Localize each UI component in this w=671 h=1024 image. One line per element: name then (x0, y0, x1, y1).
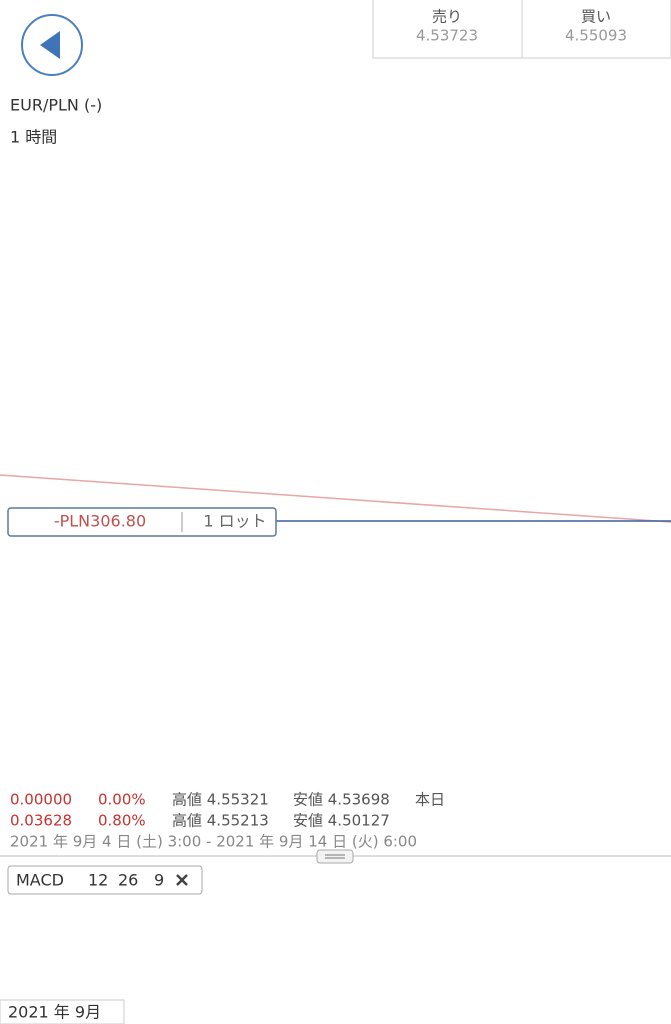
change: 0.03628 (10, 812, 72, 830)
date-box (0, 999, 125, 1024)
timeframe: 1 時間 (10, 128, 57, 147)
macd-param: 26 (118, 871, 138, 890)
high: 高値 4.55213 (172, 812, 269, 830)
position-lots: 1 ロット (203, 512, 266, 531)
resize-handle[interactable] (316, 849, 354, 864)
sell-price: 4.53723 (416, 27, 478, 45)
low: 安値 4.50127 (293, 812, 390, 830)
date-range: 2021 年 9月 4 日 (土) 3:00 - 2021 年 9月 14 日 … (10, 833, 417, 851)
macd-param: 9 (154, 871, 164, 890)
symbol: EUR/PLN (-) (10, 96, 102, 115)
trend-line (0, 474, 671, 523)
position-pnl: -PLN306.80 (54, 512, 146, 531)
change-pct: 0.80% (98, 812, 146, 830)
high: 高値 4.55321 (172, 791, 269, 809)
date-label: 2021 年 9月 (8, 1003, 101, 1022)
close-icon[interactable] (176, 874, 188, 886)
macd-name: MACD (16, 871, 64, 890)
change: 0.00000 (10, 791, 72, 809)
low: 安値 4.53698 (293, 791, 390, 809)
macd-legend[interactable] (7, 865, 203, 895)
buy-button[interactable] (521, 0, 671, 59)
position-box[interactable] (7, 507, 277, 537)
period: 本日 (415, 791, 445, 809)
buy-label: 買い (581, 8, 611, 26)
back-icon (40, 31, 60, 59)
macd-param: 12 (88, 871, 108, 890)
change-pct: 0.00% (98, 791, 146, 809)
buy-price: 4.55093 (565, 27, 627, 45)
sell-label: 売り (432, 8, 462, 26)
